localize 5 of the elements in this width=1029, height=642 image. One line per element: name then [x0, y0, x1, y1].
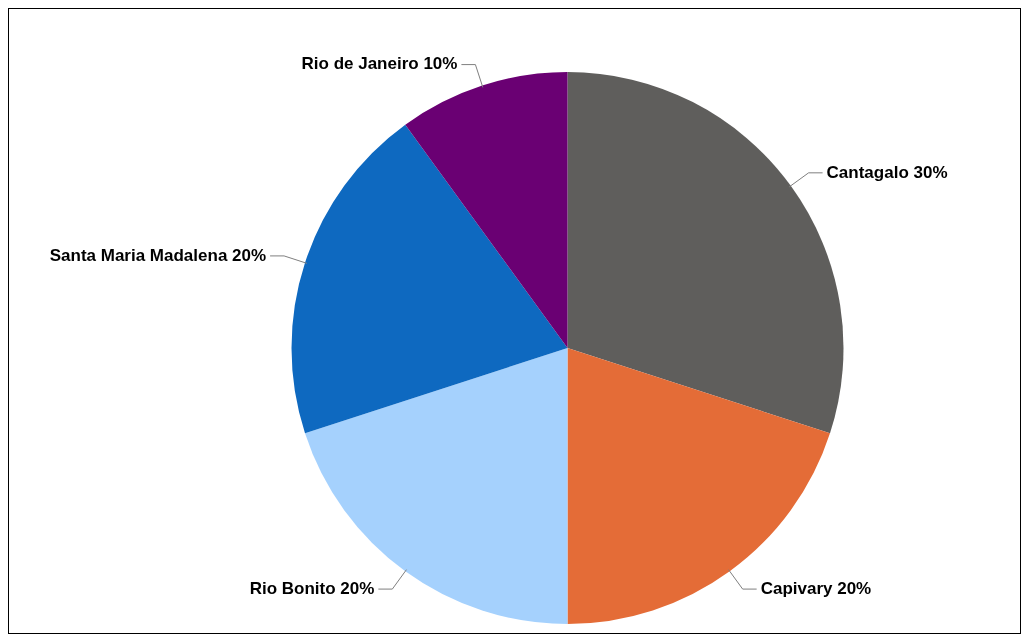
- slice-label: Rio Bonito 20%: [249, 578, 375, 598]
- slice-label: Rio de Janeiro 10%: [301, 54, 458, 74]
- slice-label: Cantagalo 30%: [826, 162, 948, 182]
- slice-label: Capivary 20%: [760, 578, 872, 598]
- slice-label: Santa Maria Madalena 20%: [49, 245, 267, 265]
